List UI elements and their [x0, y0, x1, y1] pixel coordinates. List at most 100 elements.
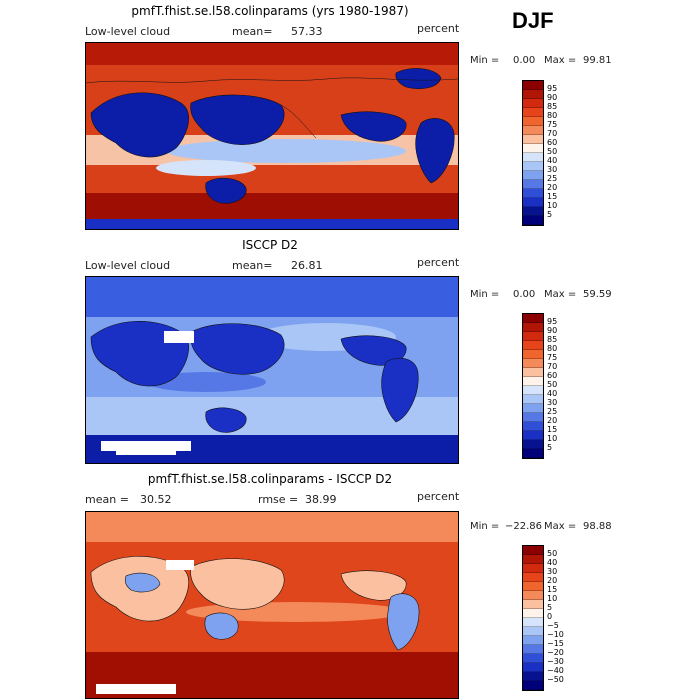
panel2-cb-label: 40: [547, 389, 558, 398]
panel2-variable-label: Low-level cloud: [85, 259, 171, 272]
panel1-colorbar: [522, 80, 544, 226]
colorbar-cell: [523, 99, 543, 108]
panel1-cb-label: 30: [547, 165, 558, 174]
panel2-cb-label: 15: [547, 425, 558, 434]
panel3-cb-label: 5: [547, 603, 553, 612]
colorbar-cell: [523, 546, 543, 555]
panel2-title: ISCCP D2: [242, 238, 298, 252]
colorbar-cell: [523, 422, 543, 431]
panel3-cb-label: 40: [547, 558, 558, 567]
colorbar-cell: [523, 449, 543, 458]
colorbar-cell: [523, 144, 543, 153]
colorbar-cell: [523, 600, 543, 609]
panel1-colorbar-labels: 95 90 85 80 75 70 60 50 40 30 25 20 15 1…: [547, 84, 557, 219]
colorbar-cell: [523, 341, 543, 350]
colorbar-cell: [523, 108, 543, 117]
panel1-title: pmfT.fhist.se.l58.colinparams (yrs 1980-…: [131, 4, 409, 18]
colorbar-cell: [523, 198, 543, 207]
panel1-map-svg: [86, 43, 458, 229]
colorbar-cell: [523, 332, 543, 341]
panel2-max-value: 59.59: [583, 289, 612, 300]
panel3-cb-label: 15: [547, 585, 558, 594]
panel2-cb-label: 75: [547, 353, 558, 362]
panel3-cb-label: −10: [547, 630, 564, 639]
panel3-rmse-value: 38.99: [305, 493, 337, 506]
panel1-cb-label: 75: [547, 120, 558, 129]
panel3-cb-label: −40: [547, 666, 564, 675]
colorbar-cell: [523, 153, 543, 162]
colorbar-cell: [523, 431, 543, 440]
panel2-mean-value: 26.81: [291, 259, 323, 272]
panel2-cb-label: 30: [547, 398, 558, 407]
colorbar-cell: [523, 404, 543, 413]
panel2-cb-label: 80: [547, 344, 558, 353]
panel3-cb-label: 20: [547, 576, 558, 585]
colorbar-cell: [523, 573, 543, 582]
colorbar-cell: [523, 591, 543, 600]
colorbar-cell: [523, 618, 543, 627]
panel1-min-label: Min =: [470, 55, 500, 66]
panel1-cb-label: 85: [547, 102, 558, 111]
colorbar-cell: [523, 672, 543, 681]
colorbar-cell: [523, 207, 543, 216]
panel3-title: pmfT.fhist.se.l58.colinparams - ISCCP D2: [147, 472, 393, 486]
panel2-cb-label: 70: [547, 362, 558, 371]
colorbar-cell: [523, 135, 543, 144]
panel3-cb-label: −15: [547, 639, 564, 648]
colorbar-cell: [523, 440, 543, 449]
colorbar-cell: [523, 81, 543, 90]
panel3-cb-label: −5: [547, 621, 559, 630]
panel3-min-label: Min =: [470, 521, 500, 532]
panel3-cb-label: 0: [547, 612, 553, 621]
panel3-min-value: −22.86: [505, 521, 543, 532]
colorbar-cell: [523, 564, 543, 573]
panel1-cb-label: 15: [547, 192, 558, 201]
panel2-colorbar: [522, 313, 544, 459]
colorbar-cell: [523, 609, 543, 618]
panel1-units: percent: [417, 22, 460, 35]
panel1-cb-label: 70: [547, 129, 558, 138]
panel3-colorbar-labels: 50 40 30 20 15 10 5 0 −5 −10 −15 −20 −30…: [547, 549, 564, 684]
panel3-cb-label: 50: [547, 549, 558, 558]
panel1-mean-value: 57.33: [291, 25, 323, 38]
panel2-colorbar-labels: 95 90 85 80 75 70 60 50 40 30 25 20 15 1…: [547, 317, 557, 452]
panel3-rmse-label: rmse =: [258, 493, 299, 506]
colorbar-cell: [523, 117, 543, 126]
panel2-cb-label: 60: [547, 371, 558, 380]
colorbar-cell: [523, 555, 543, 564]
panel3-max-value: 98.88: [583, 521, 612, 532]
panel3-cb-label: 10: [547, 594, 558, 603]
colorbar-cell: [523, 314, 543, 323]
panel1-min-value: 0.00: [513, 55, 536, 66]
panel1-cb-label: 10: [547, 201, 558, 210]
panel3-mean-value: 30.52: [140, 493, 172, 506]
panel2-units: percent: [417, 256, 460, 269]
season-label: DJF: [512, 8, 554, 33]
colorbar-cell: [523, 654, 543, 663]
colorbar-cell: [523, 627, 543, 636]
colorbar-cell: [523, 162, 543, 171]
panel3-colorbar: [522, 545, 544, 691]
colorbar-cell: [523, 216, 543, 225]
panel1-map: [85, 42, 459, 230]
panel1-cb-label: 90: [547, 93, 558, 102]
panel2-cb-label: 5: [547, 443, 553, 452]
panel3-map-svg: [86, 512, 458, 698]
colorbar-cell: [523, 645, 543, 654]
panel1-cb-label: 5: [547, 210, 553, 219]
panel3-cb-label: −50: [547, 675, 564, 684]
panel1-cb-label: 60: [547, 138, 558, 147]
panel2-cb-label: 50: [547, 380, 558, 389]
panel2-cb-label: 25: [547, 407, 558, 416]
panel2-cb-label: 10: [547, 434, 558, 443]
colorbar-cell: [523, 368, 543, 377]
panel1-max-value: 99.81: [583, 55, 612, 66]
colorbar-cell: [523, 663, 543, 672]
colorbar-cell: [523, 636, 543, 645]
panel1-cb-label: 50: [547, 147, 558, 156]
colorbar-cell: [523, 350, 543, 359]
colorbar-cell: [523, 359, 543, 368]
colorbar-cell: [523, 413, 543, 422]
colorbar-cell: [523, 323, 543, 332]
panel3-cb-label: 30: [547, 567, 558, 576]
